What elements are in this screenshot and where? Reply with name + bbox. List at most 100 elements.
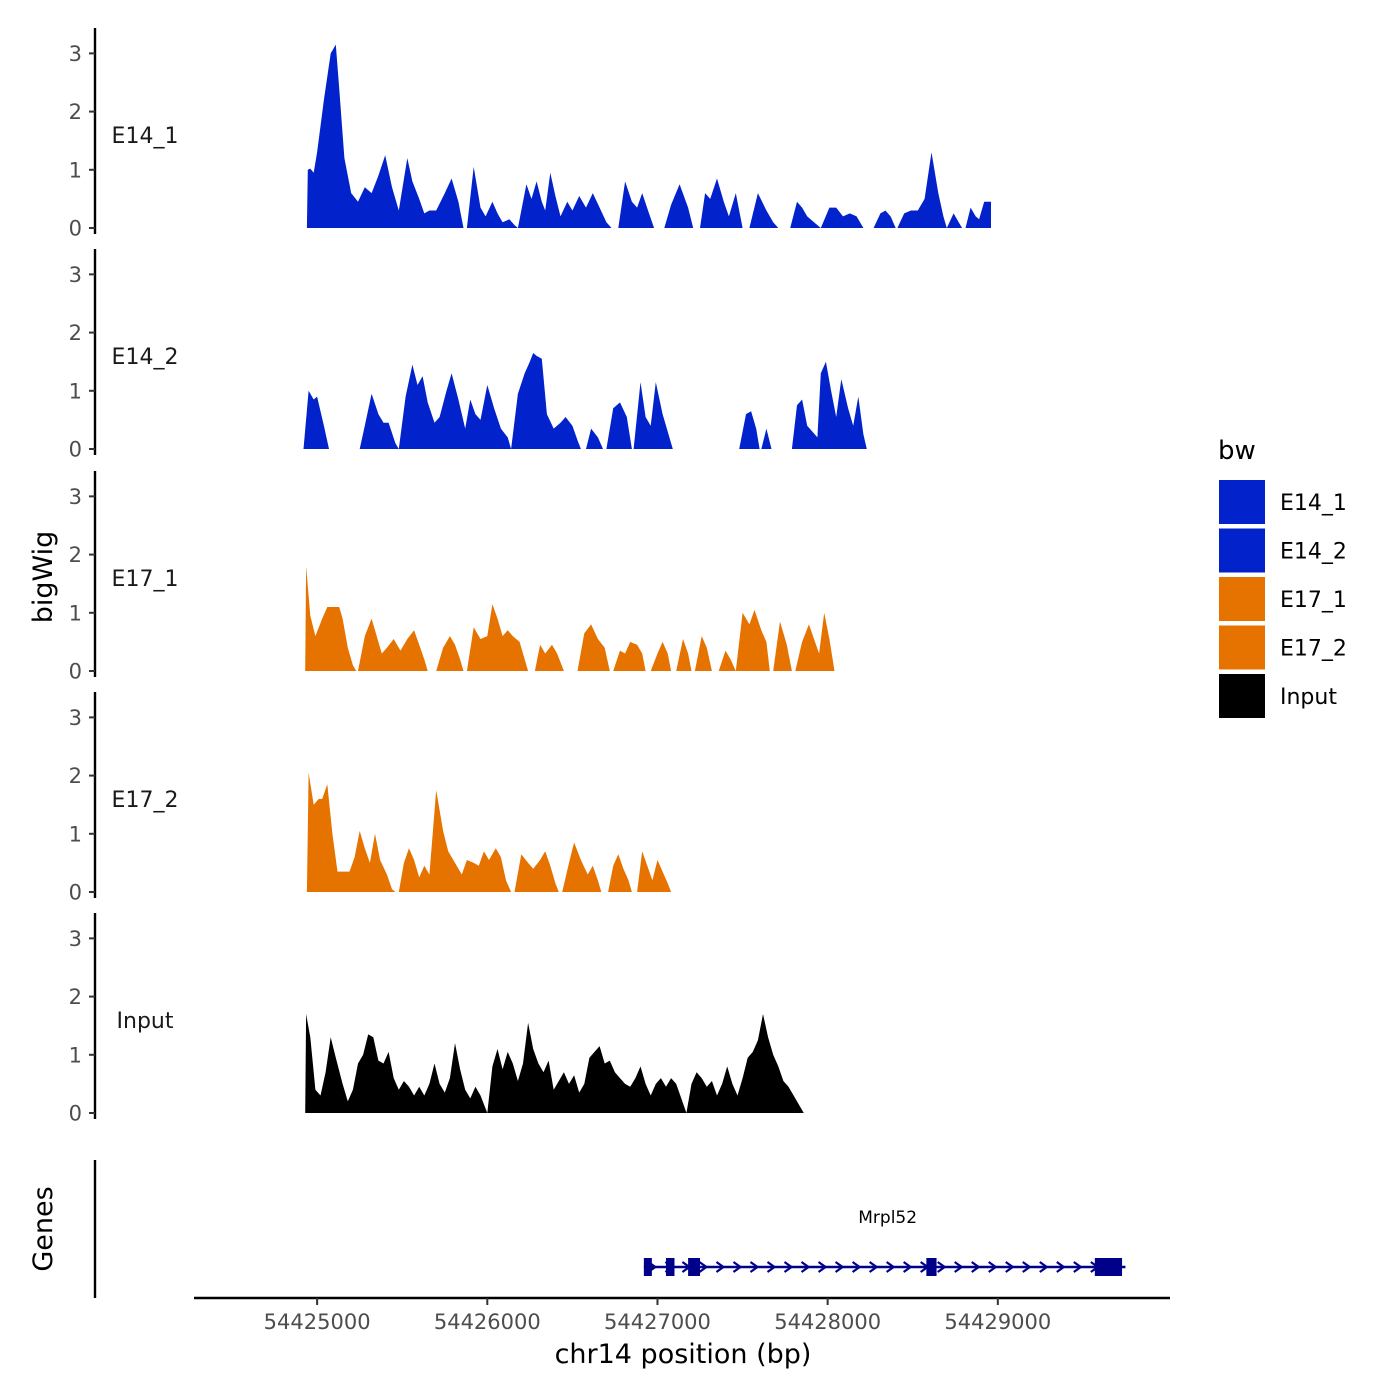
y-tick-label: 2 bbox=[69, 985, 82, 1009]
y-tick-label: 2 bbox=[69, 100, 82, 124]
coverage-area bbox=[735, 609, 770, 671]
y-tick-label: 0 bbox=[69, 660, 82, 684]
strand-arrow bbox=[1039, 1261, 1049, 1273]
track-label: E17_2 bbox=[112, 788, 179, 813]
coverage-area bbox=[466, 166, 518, 228]
strand-arrow bbox=[698, 1261, 709, 1273]
y-tick-label: 3 bbox=[69, 263, 82, 287]
coverage-area bbox=[820, 207, 864, 228]
coverage-area bbox=[633, 382, 673, 449]
coverage-area bbox=[534, 644, 564, 671]
x-tick-label: 54426000 bbox=[434, 1310, 541, 1334]
gene-exon bbox=[643, 1258, 652, 1276]
strand-arrow bbox=[800, 1261, 811, 1273]
y-tick-label: 1 bbox=[69, 822, 82, 846]
coverage-area bbox=[749, 193, 779, 228]
coverage-area bbox=[303, 390, 329, 449]
strand-arrow bbox=[1022, 1261, 1032, 1273]
coverage-area bbox=[358, 618, 428, 671]
gene-exon bbox=[688, 1258, 701, 1276]
strand-arrow bbox=[834, 1261, 845, 1273]
y-axis-title: bigWig bbox=[28, 531, 59, 624]
track-e17-1: 0 1 2 3 E17_1 bbox=[69, 471, 835, 684]
coverage-area bbox=[761, 428, 772, 449]
legend-swatch-e17-1 bbox=[1219, 577, 1265, 621]
strand-arrow bbox=[868, 1261, 879, 1273]
coverage-area bbox=[306, 44, 464, 228]
genes-track: Mrpl52 bbox=[93, 1160, 1126, 1298]
legend-label-input: Input bbox=[1280, 685, 1337, 710]
strand-arrow bbox=[851, 1261, 862, 1273]
coverage-area bbox=[791, 361, 867, 449]
y-tick-label: 0 bbox=[69, 217, 82, 241]
strand-arrow bbox=[971, 1261, 981, 1273]
y-tick-label: 3 bbox=[69, 42, 82, 66]
coverage-area bbox=[965, 201, 991, 228]
coverage-area bbox=[618, 181, 655, 228]
coverage-area bbox=[686, 1014, 804, 1113]
coverage-area bbox=[739, 411, 760, 449]
coverage-area bbox=[700, 178, 743, 228]
coverage-area bbox=[664, 184, 694, 228]
genes-axis-title: Genes bbox=[28, 1186, 59, 1271]
coverage-area bbox=[436, 636, 464, 671]
legend-label-e17-1: E17_1 bbox=[1280, 588, 1347, 613]
y-tick-label: 2 bbox=[69, 321, 82, 345]
track-label: E14_1 bbox=[112, 124, 179, 149]
coverage-area bbox=[398, 790, 512, 892]
coverage-area bbox=[718, 650, 736, 671]
y-tick-label: 3 bbox=[69, 706, 82, 730]
x-tick-label: 54429000 bbox=[944, 1310, 1051, 1334]
legend-label-e14-2: E14_2 bbox=[1280, 540, 1347, 565]
coverage-area bbox=[608, 854, 632, 892]
y-tick-label: 0 bbox=[69, 1102, 82, 1126]
coverage-area bbox=[359, 393, 399, 449]
y-tick-label: 1 bbox=[69, 1043, 82, 1067]
legend-swatch-e17-2 bbox=[1219, 625, 1265, 670]
legend-swatch-e14-2 bbox=[1219, 528, 1265, 573]
y-tick-label: 1 bbox=[69, 379, 82, 403]
legend-label-e17-2: E17_2 bbox=[1280, 637, 1347, 662]
track-label: Input bbox=[117, 1009, 174, 1034]
track-label: E14_2 bbox=[112, 345, 179, 370]
track-input: 0 1 2 3 Input bbox=[69, 913, 804, 1126]
x-axis: 54425000 54426000 54427000 54428000 54429000 bbox=[194, 1296, 1170, 1334]
strand-arrow bbox=[783, 1261, 794, 1273]
strand-arrow bbox=[749, 1261, 760, 1273]
legend-swatch-input bbox=[1219, 674, 1265, 718]
strand-arrow bbox=[937, 1261, 947, 1273]
y-tick-label: 3 bbox=[69, 927, 82, 951]
x-tick-label: 54425000 bbox=[264, 1310, 371, 1334]
y-tick-label: 1 bbox=[69, 158, 82, 182]
coverage-area bbox=[873, 210, 896, 228]
coverage-area bbox=[517, 172, 612, 228]
strand-arrow bbox=[732, 1261, 743, 1273]
coverage-area bbox=[897, 152, 947, 228]
strand-arrow bbox=[1056, 1261, 1066, 1273]
strand-arrow bbox=[1073, 1261, 1083, 1273]
coverage-area bbox=[606, 402, 632, 449]
coverage-area bbox=[398, 364, 512, 449]
legend-label-e14-1: E14_1 bbox=[1280, 491, 1347, 516]
strand-arrow bbox=[885, 1261, 896, 1273]
legend: bw E14_1 E14_2 E17_1 E17_2 Input bbox=[1218, 436, 1347, 718]
coverage-area bbox=[306, 772, 396, 892]
coverage-area bbox=[562, 842, 602, 892]
y-tick-label: 3 bbox=[69, 485, 82, 509]
coverage-area bbox=[466, 604, 529, 671]
strand-arrow bbox=[715, 1261, 726, 1273]
coverage-area bbox=[487, 1022, 687, 1113]
coverage-area bbox=[694, 636, 712, 671]
coverage-area bbox=[613, 641, 646, 671]
coverage-area bbox=[773, 621, 792, 671]
coverage-area bbox=[650, 641, 672, 671]
strand-arrow bbox=[766, 1261, 777, 1273]
coverage-area bbox=[790, 201, 821, 228]
coverage-area bbox=[586, 428, 603, 449]
y-tick-label: 0 bbox=[69, 438, 82, 462]
legend-swatch-e14-1 bbox=[1219, 480, 1265, 524]
x-axis-title: chr14 position (bp) bbox=[555, 1339, 812, 1370]
track-e14-2: 0 1 2 3 E14_2 bbox=[69, 249, 867, 462]
track-e14-1: 0 1 2 3 E14_1 bbox=[69, 28, 991, 241]
